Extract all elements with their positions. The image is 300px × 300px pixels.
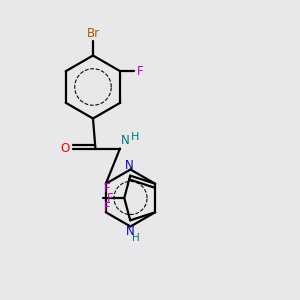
Text: O: O — [60, 142, 69, 155]
Text: F: F — [104, 182, 111, 195]
Text: F: F — [136, 65, 143, 78]
Text: F: F — [107, 191, 114, 205]
Text: Br: Br — [86, 27, 100, 40]
Text: N: N — [125, 159, 134, 172]
Text: H: H — [132, 233, 140, 243]
Text: F: F — [104, 201, 111, 214]
Text: H: H — [130, 132, 139, 142]
Text: N: N — [121, 134, 130, 147]
Text: N: N — [126, 225, 135, 238]
